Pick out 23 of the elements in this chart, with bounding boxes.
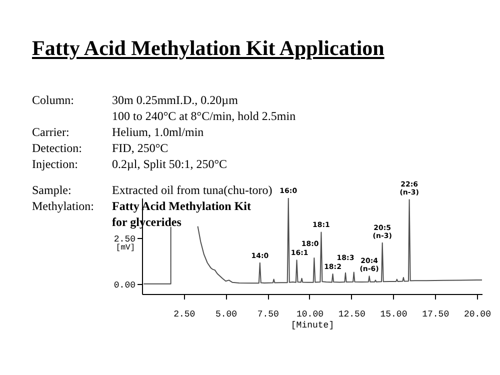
text: Sample: — [32, 182, 72, 198]
x-tick-label: 20.00 — [464, 310, 491, 320]
y-axis-title: [mV] — [116, 244, 136, 252]
x-tick-label: 15.00 — [380, 310, 408, 320]
text: Detection: — [32, 140, 83, 156]
y-tick-label: 0.00 — [114, 280, 136, 290]
text: Helium, 1.0ml/min — [112, 124, 204, 140]
x-tick-label: 5.00 — [215, 310, 238, 320]
text: Methylation: — [32, 198, 95, 215]
text: Injection: — [32, 156, 79, 172]
x-tick-label: 12.50 — [338, 310, 366, 320]
text: Carrier: — [32, 124, 70, 140]
text: 30m 0.25mmI.D., 0.20µm 100 to 240°C at 8°C/min, hold 2.5min — [112, 92, 296, 124]
chart-title: Fatty Acid Methylation Kit Application — [32, 36, 384, 61]
x-axis-title: [Minute] — [290, 320, 334, 330]
x-tick-label: 17.50 — [422, 310, 450, 320]
text: Column: — [32, 92, 76, 109]
x-tick-label: 7.50 — [257, 310, 279, 320]
text: 0.2µl, Split 50:1, 250°C — [112, 156, 228, 172]
x-tick-label: 2.50 — [174, 310, 196, 320]
x-tick-label: 10.00 — [296, 310, 324, 320]
text: Extracted oil from tuna(chu-toro) — [112, 182, 272, 198]
text: FID, 250°C — [112, 140, 168, 156]
